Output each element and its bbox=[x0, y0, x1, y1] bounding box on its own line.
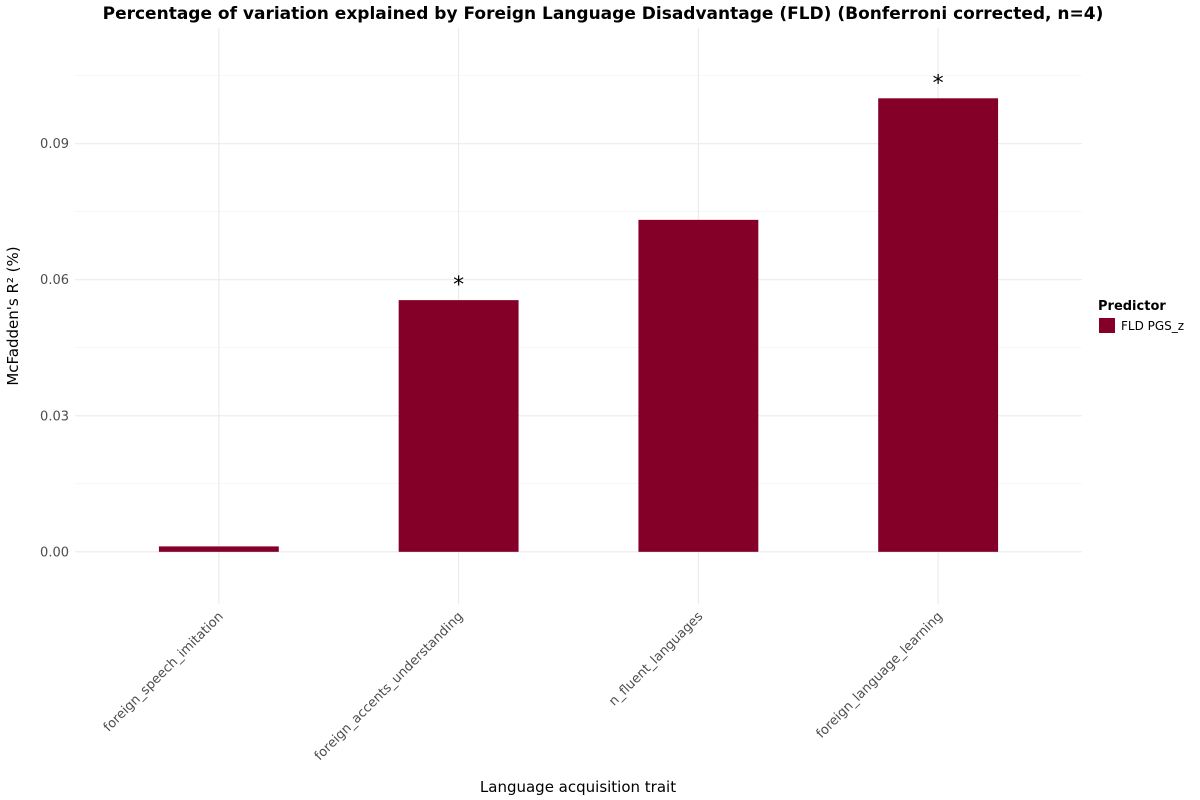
y-tick-label: 0.03 bbox=[40, 409, 69, 424]
bar-foreign_accents_understanding bbox=[398, 300, 519, 552]
bar-foreign_language_learning bbox=[878, 98, 999, 552]
y-tick-label: 0.00 bbox=[40, 545, 69, 560]
x-tick-label: n_fluent_languages bbox=[606, 609, 706, 709]
x-axis-tick-labels: foreign_speech_imitation foreign_accents_… bbox=[101, 609, 946, 764]
x-tick-label: foreign_speech_imitation bbox=[101, 609, 227, 735]
significance-mark: * bbox=[453, 273, 464, 298]
y-axis-title: McFadden's R² (%) bbox=[4, 246, 22, 385]
bars bbox=[158, 98, 999, 552]
y-tick-label: 0.09 bbox=[40, 137, 69, 152]
bar-foreign_speech_imitation bbox=[158, 546, 279, 552]
legend-label: FLD PGS_z bbox=[1121, 319, 1184, 333]
chart-title: Percentage of variation explained by For… bbox=[103, 4, 1104, 24]
significance-marks: ** bbox=[453, 71, 944, 298]
bar-n_fluent_languages bbox=[638, 219, 759, 552]
x-tick-label: foreign_language_learning bbox=[814, 609, 946, 741]
legend-swatch bbox=[1099, 318, 1115, 333]
y-tick-label: 0.06 bbox=[40, 273, 69, 288]
legend: Predictor FLD PGS_z bbox=[1098, 299, 1184, 333]
significance-mark: * bbox=[933, 71, 944, 96]
x-axis-title: Language acquisition trait bbox=[480, 778, 676, 796]
legend-title: Predictor bbox=[1098, 299, 1166, 314]
x-tick-label: foreign_accents_understanding bbox=[312, 609, 467, 764]
y-axis-tick-labels: 0.00 0.03 0.06 0.09 bbox=[40, 137, 69, 560]
